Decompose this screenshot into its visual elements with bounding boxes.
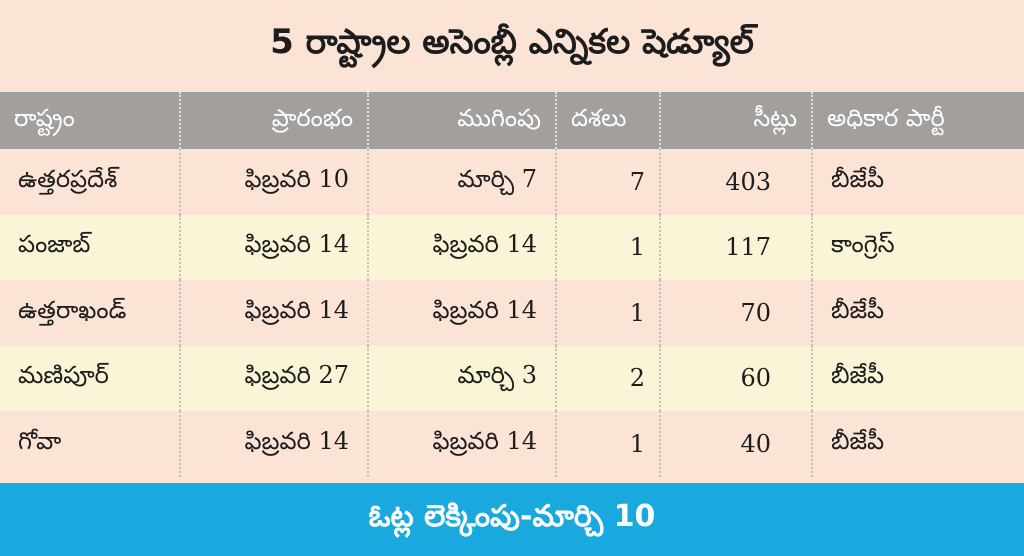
page-title: 5 రాష్ట్రాల అసెంబ్లీ ఎన్నికల షెడ్యూల్: [270, 22, 754, 62]
cell-seats: 60: [660, 345, 813, 411]
table-row: గోవా ఫిబ్రవరి 14 ఫిబ్రవరి 14 1 40 బీజేపీ: [0, 411, 1024, 477]
election-schedule-table: రాష్ట్రం ప్రారంభం ముగింపు దశలు సీట్లు అధ…: [0, 92, 1024, 477]
cell-party: కాంగ్రెస్: [831, 230, 895, 259]
cell-end: ఫిబ్రవరి 14: [368, 214, 557, 280]
column-header-phases: దశలు: [556, 92, 661, 149]
cell-phases: 7: [556, 149, 661, 215]
cell-end: మార్చి 3: [368, 345, 557, 411]
cell-end: మార్చి 7: [368, 149, 557, 215]
cell-phases: 1: [556, 214, 661, 280]
cell-seats: 40: [660, 411, 813, 477]
cell-party: బీజేపీ: [831, 426, 885, 455]
column-header-end: ముగింపు: [368, 92, 557, 149]
column-header-state: రాష్ట్రం: [0, 92, 181, 149]
cell-seats: 70: [660, 280, 813, 346]
column-header-ruling-party: అధికార పార్టీ: [827, 103, 945, 132]
cell-state: ఉత్తరాఖండ్: [0, 280, 181, 346]
table-row: మణిపూర్ ఫిబ్రవరి 27 మార్చి 3 2 60 బీజేపీ: [0, 345, 1024, 411]
table-row: ఉత్తరప్రదేశ్ ఫిబ్రవరి 10 మార్చి 7 7 403 …: [0, 149, 1024, 215]
cell-phases: 1: [556, 411, 661, 477]
cell-seats: 117: [660, 214, 813, 280]
cell-start: ఫిబ్రవరి 14: [180, 411, 369, 477]
cell-state: మణిపూర్: [0, 345, 181, 411]
cell-start: ఫిబ్రవరి 14: [180, 214, 369, 280]
cell-end: ఫిబ్రవరి 14: [368, 280, 557, 346]
cell-party: బీజేపీ: [831, 295, 885, 324]
column-header-start: ప్రారంభం: [180, 92, 369, 149]
cell-state: ఉత్తరప్రదేశ్: [0, 149, 181, 215]
cell-party: బీజేపీ: [831, 361, 885, 390]
cell-end: ఫిబ్రవరి 14: [368, 411, 557, 477]
table-row: ఉత్తరాఖండ్ ఫిబ్రవరి 14 ఫిబ్రవరి 14 1 70 …: [0, 280, 1024, 346]
table-row: పంజాబ్ ఫిబ్రవరి 14 ఫిబ్రవరి 14 1 117 కాం…: [0, 214, 1024, 280]
cell-party: బీజేపీ: [831, 164, 885, 193]
cell-start: ఫిబ్రవరి 27: [180, 345, 369, 411]
counting-date-banner: ఓట్ల లెక్కింపు-మార్చి 10: [0, 483, 1024, 556]
table-header-row: రాష్ట్రం ప్రారంభం ముగింపు దశలు సీట్లు అధ…: [0, 92, 1024, 149]
cell-start: ఫిబ్రవరి 10: [180, 149, 369, 215]
cell-state: గోవా: [0, 411, 181, 477]
cell-start: ఫిబ్రవరి 14: [180, 280, 369, 346]
cell-state: పంజాబ్: [0, 214, 181, 280]
cell-phases: 1: [556, 280, 661, 346]
cell-seats: 403: [660, 149, 813, 215]
cell-phases: 2: [556, 345, 661, 411]
column-header-seats: సీట్లు: [660, 92, 813, 149]
